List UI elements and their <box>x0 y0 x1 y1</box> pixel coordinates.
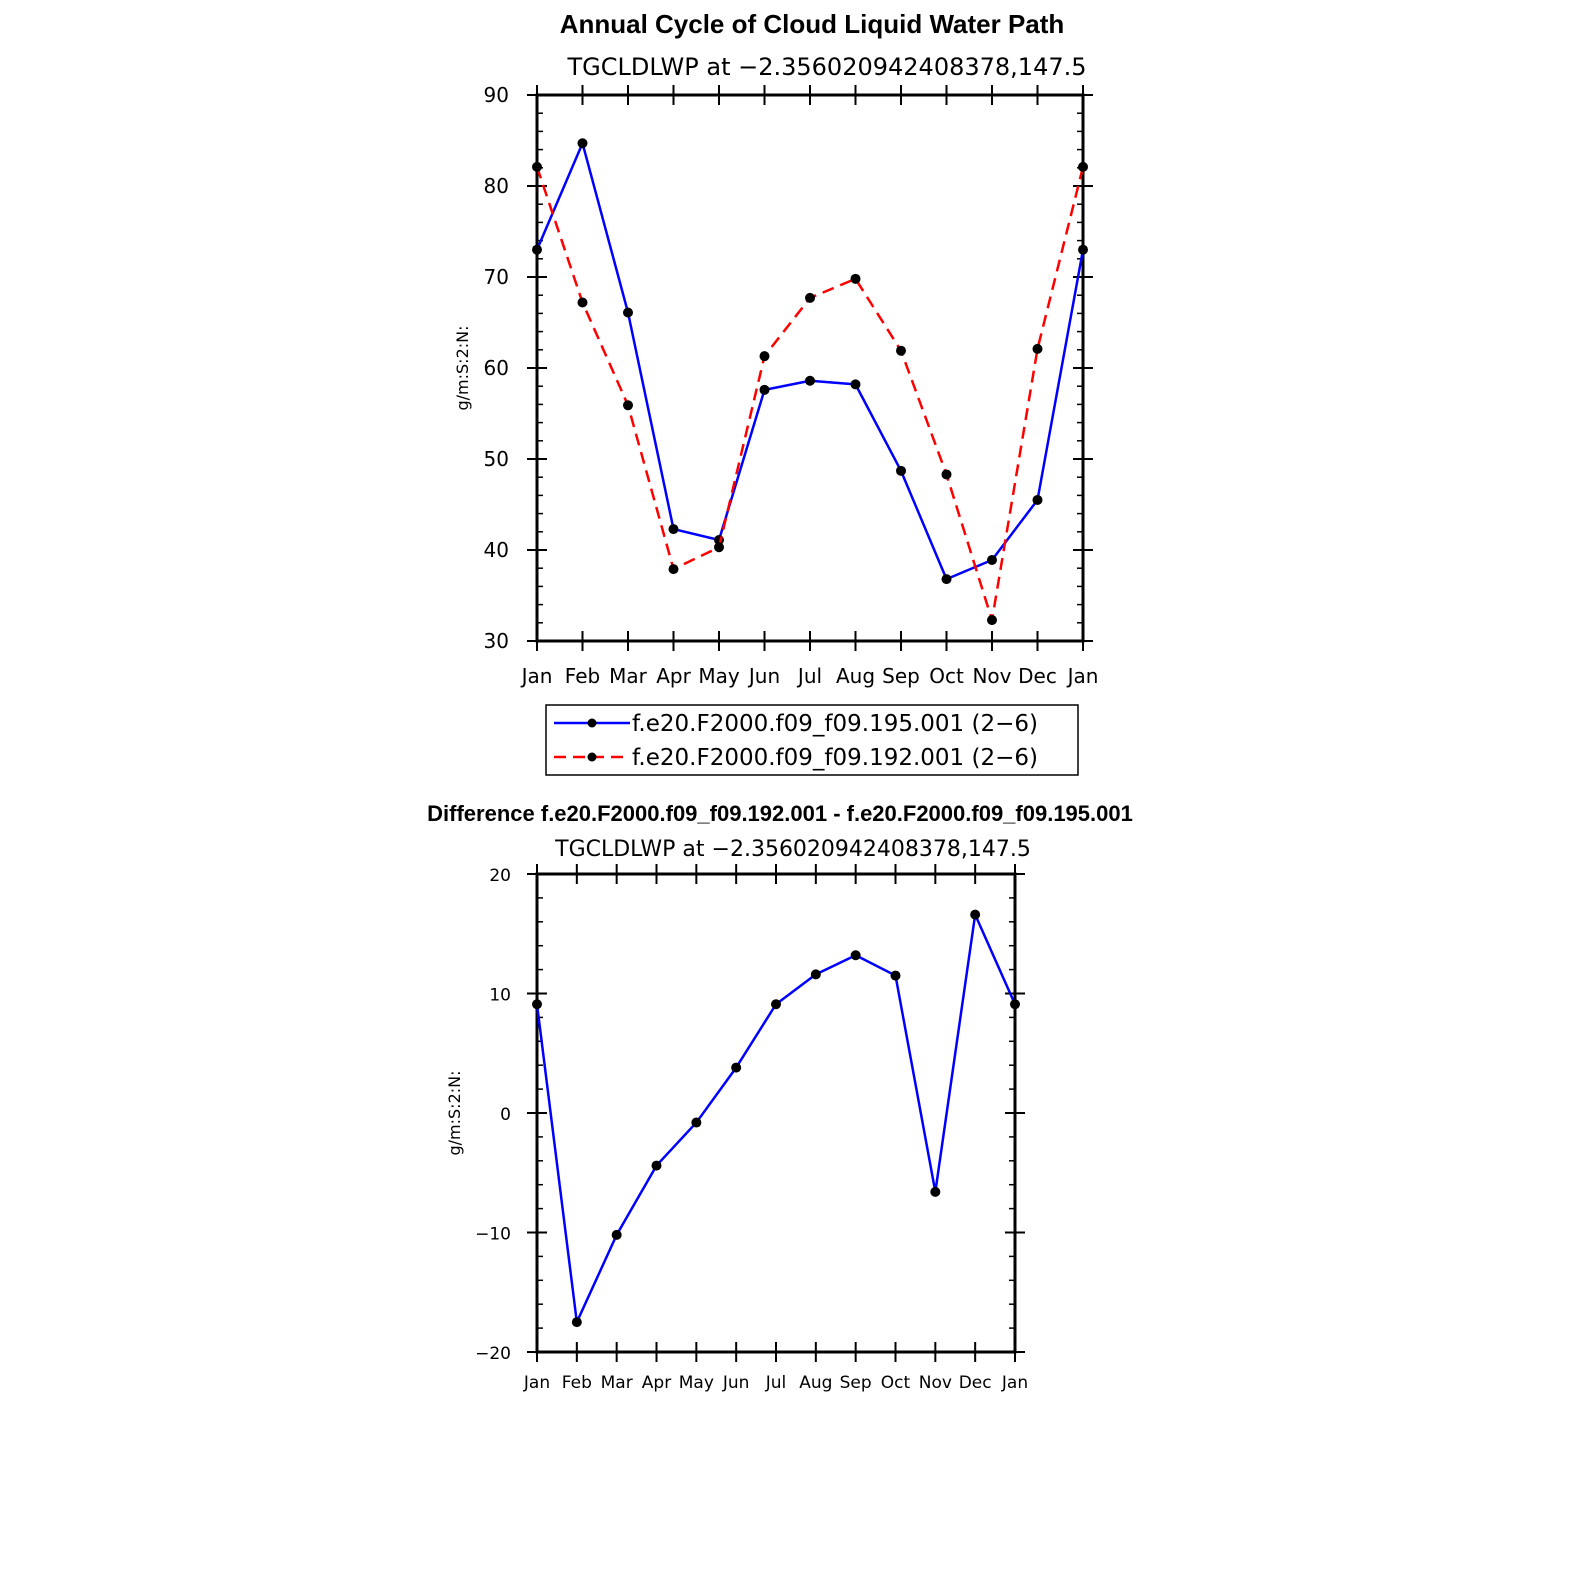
chart1-ytick-label: 80 <box>484 174 509 198</box>
chart2-ytick-label: −10 <box>475 1225 511 1245</box>
legend-label-192: f.e20.F2000.f09_f09.192.001 (2−6) <box>632 745 1038 771</box>
chart1-series-0-line <box>535 141 1085 581</box>
chart2-xtick-label: Nov <box>919 1373 952 1393</box>
chart2-series-0-point <box>930 1186 941 1197</box>
chart2-xtick-label: Jul <box>765 1373 787 1393</box>
chart1-series-1-point <box>668 564 679 575</box>
chart1-series-1-point <box>1078 161 1088 172</box>
chart2-series-0-point <box>651 1160 662 1171</box>
legend-frame <box>545 704 1079 776</box>
chart1-plot: Jan Feb Mar Apr May Jun Jul Aug Sep Oct Nov Dec Jan 3… <box>453 83 1098 688</box>
chart2-series-0-point <box>970 909 981 920</box>
chart2-xtick-label: May <box>679 1373 714 1393</box>
chart1-xtick-label: Feb <box>565 664 600 688</box>
chart1-xtick-label: Nov <box>972 664 1011 688</box>
chart2-series-0-point <box>1010 999 1020 1010</box>
chart1-series-1-point <box>577 297 588 308</box>
chart1-xtick-label: Jul <box>796 664 822 688</box>
chart1-ylabel: g/m:S:2:N: <box>453 326 472 411</box>
legend-entry-195: f.e20.F2000.f09_f09.195.001 (2−6) <box>554 711 1038 737</box>
chart2-xtick-label: Aug <box>799 1373 832 1393</box>
chart1-series-0-point <box>668 524 679 535</box>
chart2-xtick-label: Jan <box>523 1373 550 1393</box>
chart1-series-0-point <box>1078 244 1088 255</box>
chart2-ylabel: g/m:S:2:N: <box>445 1071 464 1156</box>
chart1-ytick-label: 90 <box>484 83 509 107</box>
chart1-series-1-point <box>759 351 770 362</box>
chart2-ytick-label: 10 <box>489 986 511 1006</box>
chart2-xtick-label: Jan <box>1001 1373 1028 1393</box>
chart1-series-0-point <box>577 138 588 149</box>
chart2-plot: Jan Feb Mar Apr May Jun Jul Aug Sep Oct Nov Dec Jan−… <box>445 864 1028 1393</box>
chart1-subtitle: TGCLDLWP at −2.356020942408378,147.5 <box>567 53 1087 81</box>
chart1-xtick-label: Aug <box>836 664 875 688</box>
chart1-ytick-label: 50 <box>484 447 509 471</box>
chart1-series-1-point <box>532 161 542 172</box>
chart2-xtick-label: Mar <box>601 1373 633 1393</box>
chart1-series-0-point <box>850 379 861 390</box>
chart2-series-0-point <box>810 969 821 980</box>
chart1-xtick-label: Dec <box>1018 664 1057 688</box>
legend-label-195: f.e20.F2000.f09_f09.195.001 (2−6) <box>632 711 1038 737</box>
chart1-series-1-point <box>941 469 952 480</box>
legend-entry-192: f.e20.F2000.f09_f09.192.001 (2−6) <box>554 745 1038 771</box>
chart1-series-0-point <box>987 555 997 566</box>
chart2-xtick-label: Jun <box>722 1373 750 1393</box>
chart2-ytick-label: 20 <box>489 866 511 886</box>
chart1-xtick-label: Jan <box>520 664 553 688</box>
chart1-series-0-point <box>1032 494 1043 505</box>
chart2-xtick-label: Sep <box>840 1373 872 1393</box>
chart1-xtick-label: May <box>698 664 740 688</box>
chart1-ytick-label: 60 <box>484 356 509 380</box>
chart2-series-0-point <box>850 950 861 961</box>
chart2-xtick-label: Oct <box>881 1373 911 1393</box>
chart2-xtick-label: Dec <box>959 1373 992 1393</box>
chart1-series-0-point <box>623 307 633 318</box>
chart2-series-0-point <box>771 999 781 1010</box>
chart2-ytick-label: 0 <box>500 1105 511 1125</box>
chart1-legend: f.e20.F2000.f09_f09.195.001 (2−6) f.e20.… <box>545 704 1079 776</box>
chart1-title: Annual Cycle of Cloud Liquid Water Path <box>560 9 1065 39</box>
chart1-series-1-point <box>623 400 633 411</box>
chart1-ytick-label: 40 <box>484 538 509 562</box>
chart1-xtick-label: Mar <box>609 664 648 688</box>
chart1-xtick-label: Apr <box>656 664 691 688</box>
chart2-title: Difference f.e20.F2000.f09_f09.192.001 -… <box>427 801 1133 826</box>
chart1-series-1-point <box>805 292 815 303</box>
chart2-series-0-point <box>571 1317 582 1328</box>
chart1-series-1-point <box>987 615 997 626</box>
chart2-series-0-point <box>890 970 901 981</box>
chart1-series-0-point <box>941 574 952 585</box>
chart2-frame <box>535 872 1017 1354</box>
chart1-series-0-point <box>805 375 815 386</box>
chart2-series-0-point <box>532 999 542 1010</box>
legend-marker-192 <box>587 752 597 762</box>
chart1-series-0-point <box>759 384 770 395</box>
chart2-xtick-label: Feb <box>562 1373 592 1393</box>
chart1-ytick-label: 70 <box>484 265 509 289</box>
chart1-xtick-label: Sep <box>882 664 920 688</box>
chart2-series-0-point <box>611 1229 622 1240</box>
chart1-series-1-point <box>850 273 861 284</box>
chart2-subtitle: TGCLDLWP at −2.356020942408378,147.5 <box>554 837 1031 862</box>
chart2-series-0-point <box>691 1117 702 1128</box>
legend-marker-195 <box>587 718 597 728</box>
chart1-series-0-point <box>896 465 906 476</box>
chart2-series-0-point <box>731 1062 742 1073</box>
chart1-xtick-label: Oct <box>929 664 964 688</box>
chart1-series-0-point <box>532 244 542 255</box>
chart1-series-1-line <box>535 166 1085 622</box>
chart1-series-1-point <box>1032 343 1043 354</box>
chart1-ytick-label: 30 <box>484 629 509 653</box>
chart1-series-1-point <box>714 542 724 553</box>
chart2-xtick-label: Apr <box>642 1373 671 1393</box>
chart1-xtick-label: Jun <box>747 664 780 688</box>
chart1-series-1-point <box>896 345 906 356</box>
chart1-xtick-label: Jan <box>1066 664 1099 688</box>
chart2-ytick-label: −20 <box>475 1344 511 1364</box>
chart2-series-0-line <box>535 913 1017 1324</box>
